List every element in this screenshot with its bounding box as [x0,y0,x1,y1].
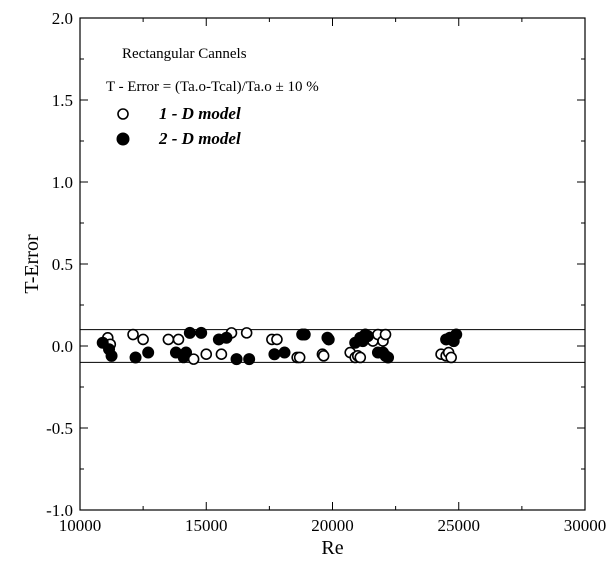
x-tick-label: 30000 [564,516,607,535]
y-tick-label: 1.5 [52,91,73,110]
data-point-1d-model [187,353,200,365]
y-tick-label: 2.0 [52,9,73,28]
axis-ticks [79,17,586,511]
x-tick-label: 25000 [438,516,481,535]
data-point-1d-model [293,351,306,364]
y-tick-label: 0.5 [52,255,73,274]
data-point-1d-model [379,328,392,341]
y-tick-label: -1.0 [46,501,73,520]
data-point-1d-model [172,333,185,346]
x-tick-labels: 10000 15000 20000 25000 30000 [59,516,607,535]
x-tick-label: 15000 [185,516,228,535]
data-point-2d-model [129,351,142,364]
data-point-1d-model [240,327,253,339]
legend: 1 - D model 2 - D model [116,104,241,148]
legend-label-2d: 2 - D model [158,129,241,148]
annotation-title: Rectangular Cannels [122,46,247,62]
data-point-2d-model [195,326,208,339]
x-tick-label: 10000 [59,516,102,535]
data-point-1d-model [271,333,283,346]
data-point-1d-model [215,348,228,361]
y-axis-title: T-Error [21,234,43,294]
y-tick-label: 1.0 [52,173,73,192]
data-point-1d-model [354,351,367,364]
data-points [96,326,463,366]
data-point-2d-model [278,346,291,359]
legend-label-1d: 1 - D model [159,104,241,123]
data-point-2d-model [105,349,118,362]
y-tick-label: 0.0 [52,337,73,356]
x-axis-title: Re [321,537,343,559]
legend-marker-2d [116,132,130,146]
data-point-2d-model [183,326,196,339]
data-point-2d-model [382,351,395,364]
data-point-2d-model [220,331,233,344]
data-point-1d-model [127,328,139,341]
data-point-1d-model [162,333,175,346]
x-tick-label: 20000 [311,516,354,535]
legend-marker-1d [117,108,129,120]
annotation-formula: T - Error = (Ta.o-Tcal)/Ta.o ± 10 % [106,79,319,95]
data-point-1d-model [137,333,149,346]
data-point-2d-model [142,346,155,359]
data-point-1d-model [317,350,330,362]
data-point-1d-model [200,348,213,361]
data-point-2d-model [298,328,311,341]
y-tick-labels: -1.0 -0.5 0.0 0.5 1.0 1.5 2.0 [46,9,73,520]
data-point-2d-model [180,346,193,359]
data-point-2d-model [243,353,256,366]
data-point-2d-model [450,328,463,341]
y-tick-label: -0.5 [46,419,73,438]
data-point-2d-model [268,348,281,361]
data-point-2d-model [361,330,374,343]
data-point-2d-model [322,333,335,346]
data-point-1d-model [445,351,457,364]
tolerance-lines [80,329,585,363]
data-point-2d-model [230,353,243,366]
